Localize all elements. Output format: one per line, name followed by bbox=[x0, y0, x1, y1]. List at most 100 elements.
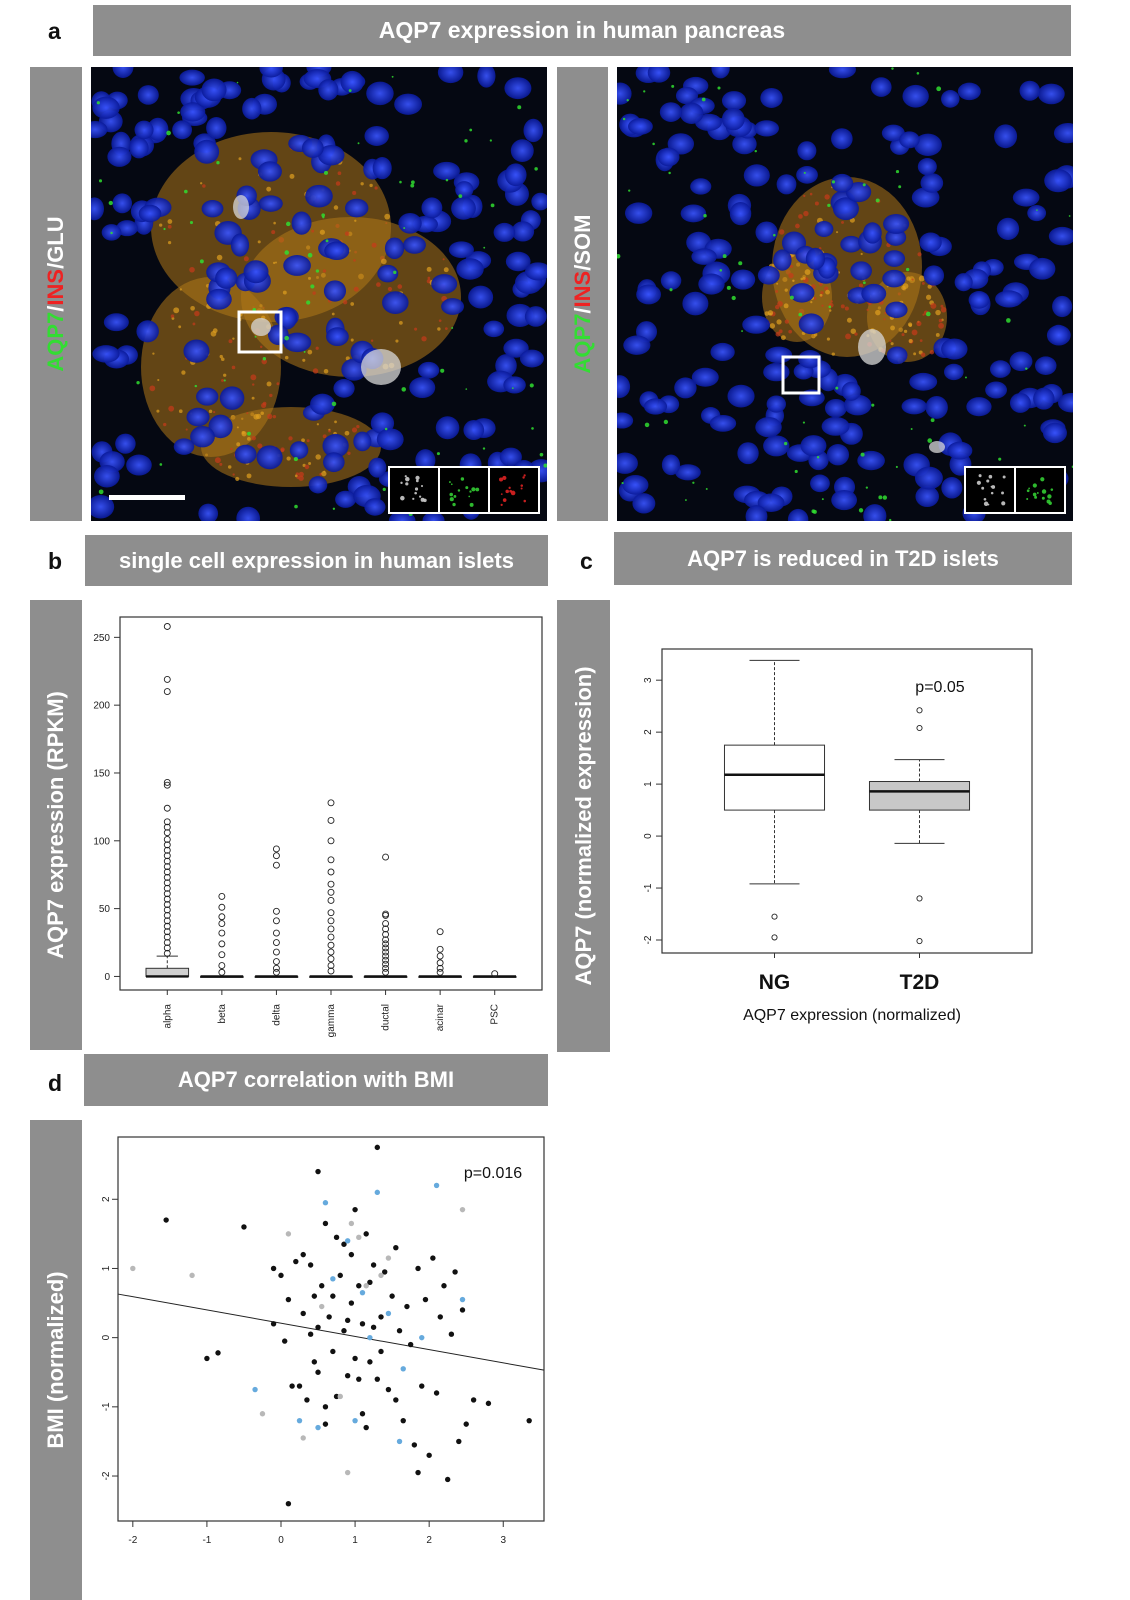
scatter-point bbox=[322, 1200, 329, 1206]
stain-speckle bbox=[247, 436, 251, 441]
x-tick-label: -1 bbox=[202, 1535, 211, 1546]
stain-speckle bbox=[212, 328, 218, 334]
stain-speckle bbox=[825, 289, 830, 295]
nucleus bbox=[732, 133, 757, 155]
inset-signal bbox=[523, 474, 526, 477]
aqp7-speck bbox=[399, 180, 402, 184]
outlier-point bbox=[218, 929, 226, 937]
scatter-point bbox=[204, 1355, 210, 1362]
aqp7-speck bbox=[898, 185, 902, 189]
nucleus bbox=[194, 139, 220, 164]
hormone-cell bbox=[858, 329, 886, 365]
panel-d-title: AQP7 correlation with BMI bbox=[84, 1054, 548, 1106]
aqp7-speck bbox=[189, 220, 194, 225]
aqp7-speck bbox=[483, 246, 486, 249]
stain-speckle bbox=[803, 210, 809, 217]
aqp7-speck bbox=[860, 452, 865, 457]
outlier-point bbox=[218, 940, 226, 948]
scatter-point bbox=[452, 1269, 458, 1275]
outlier-point bbox=[382, 911, 390, 919]
outlier-point bbox=[163, 906, 171, 914]
outlier-point bbox=[163, 873, 171, 881]
stain-speckle bbox=[167, 241, 172, 245]
outlier-point bbox=[163, 779, 171, 786]
y-tick-label: 0 bbox=[643, 833, 654, 839]
micrograph-right-image bbox=[617, 67, 1073, 521]
nucleus bbox=[805, 247, 826, 270]
scatter-point bbox=[304, 1397, 310, 1403]
nucleus bbox=[190, 425, 215, 448]
stain-speckle bbox=[272, 414, 277, 419]
stain-speckle bbox=[163, 422, 167, 427]
nucleus bbox=[721, 91, 747, 111]
aqp7-speck bbox=[382, 487, 386, 492]
aqp7-speck bbox=[644, 422, 650, 428]
nucleus bbox=[477, 67, 496, 88]
scatter-point bbox=[348, 1251, 355, 1258]
x-tick-label: 0 bbox=[278, 1535, 284, 1546]
nucleus bbox=[831, 173, 854, 193]
scale-bar bbox=[109, 495, 185, 500]
scatter-point bbox=[396, 1438, 403, 1445]
scatter-point bbox=[363, 1424, 369, 1431]
stain-speckle bbox=[353, 286, 359, 292]
nucleus bbox=[919, 232, 942, 253]
stain-speckle bbox=[253, 413, 259, 420]
aqp7-speck bbox=[731, 295, 736, 301]
nucleus bbox=[242, 97, 262, 120]
panel-b-title-text: single cell expression in human islets bbox=[119, 547, 514, 573]
stain-speckle bbox=[804, 269, 811, 276]
scatter-point bbox=[293, 1258, 299, 1265]
stain-speckle bbox=[397, 284, 403, 289]
nucleus bbox=[1012, 188, 1040, 207]
stain-speckle bbox=[890, 342, 894, 346]
stain-speckle bbox=[315, 346, 319, 350]
outlier-point bbox=[272, 948, 280, 956]
highlight-box bbox=[237, 310, 283, 354]
nucleus bbox=[909, 372, 938, 391]
stain-speckle bbox=[167, 224, 172, 229]
inset-signal bbox=[991, 485, 996, 489]
inset-signal bbox=[423, 498, 427, 503]
scatter-point bbox=[270, 1321, 277, 1327]
stain-speckle bbox=[282, 290, 287, 295]
nucleus bbox=[810, 474, 830, 493]
nucleus bbox=[757, 266, 780, 285]
outlier-point bbox=[382, 853, 390, 861]
scatter-point bbox=[430, 1255, 436, 1261]
aqp7-speck bbox=[284, 335, 289, 341]
nucleus bbox=[112, 67, 134, 78]
scatter-point bbox=[367, 1334, 373, 1341]
outlier-point bbox=[218, 903, 226, 911]
scatter-point bbox=[419, 1383, 425, 1389]
nucleus bbox=[682, 291, 709, 316]
stain-speckle bbox=[335, 181, 341, 186]
y-tick-label: 1 bbox=[643, 781, 654, 787]
stain-speckle bbox=[319, 229, 325, 235]
stain-speckle bbox=[168, 405, 175, 412]
scatter-point bbox=[433, 1182, 440, 1189]
aqp7-speck bbox=[223, 379, 226, 382]
nucleus bbox=[323, 280, 347, 302]
outlier-point bbox=[327, 856, 335, 864]
aqp7-speck bbox=[321, 213, 325, 218]
nucleus bbox=[1046, 325, 1071, 346]
stain-speckle bbox=[850, 328, 856, 334]
nucleus bbox=[760, 87, 783, 108]
aqp7-speck bbox=[357, 142, 360, 145]
nucleus bbox=[995, 290, 1023, 308]
aqp7-speck bbox=[621, 481, 624, 485]
nucleus bbox=[886, 346, 908, 365]
nucleus bbox=[691, 367, 719, 387]
stain-speckle bbox=[780, 335, 786, 341]
nucleus bbox=[455, 181, 474, 199]
scatter-point bbox=[300, 1251, 306, 1258]
aqp7-speck bbox=[98, 179, 103, 183]
nucleus bbox=[863, 504, 887, 521]
inset-signal bbox=[1036, 492, 1039, 494]
nucleus bbox=[377, 264, 399, 283]
stain-speckle bbox=[246, 412, 249, 415]
y-tick-label: -1 bbox=[643, 883, 654, 892]
nucleus bbox=[376, 428, 404, 451]
nucleus bbox=[755, 221, 778, 244]
